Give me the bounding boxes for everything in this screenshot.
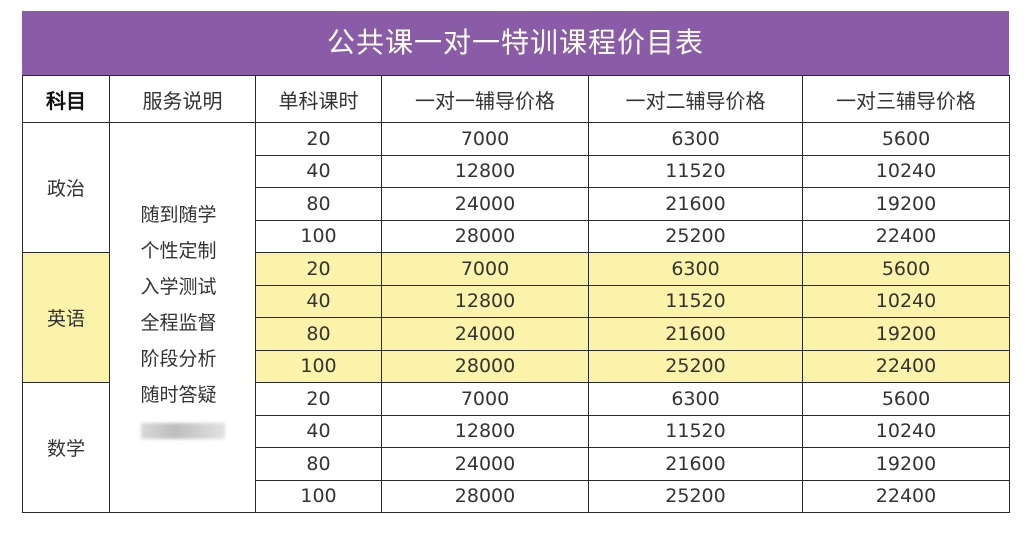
price-1v1-cell: 28000 xyxy=(381,479,589,513)
hours-cell: 40 xyxy=(255,414,382,448)
price-1v3-cell: 5600 xyxy=(802,252,1010,286)
hours-cell: 40 xyxy=(255,284,382,318)
hours-cell: 100 xyxy=(255,219,382,253)
table-title: 公共课一对一特训课程价目表 xyxy=(22,11,1009,75)
price-1v1-cell: 7000 xyxy=(381,122,589,156)
price-1v1-cell: 12800 xyxy=(381,154,589,188)
price-1v3-cell: 10240 xyxy=(802,154,1010,188)
price-1v3-cell: 19200 xyxy=(802,317,1010,351)
price-1v3-cell: 10240 xyxy=(802,284,1010,318)
price-1v2-cell: 21600 xyxy=(588,187,803,221)
hours-cell: 80 xyxy=(255,187,382,221)
price-1v2-cell: 25200 xyxy=(588,479,803,513)
price-1v1-cell: 28000 xyxy=(381,349,589,383)
price-1v2-cell: 25200 xyxy=(588,219,803,253)
table-row-highlighted: 100 28000 25200 22400 xyxy=(23,349,1010,383)
price-1v3-cell: 19200 xyxy=(802,447,1010,481)
price-table: 科目 服务说明 单科课时 一对一辅导价格 一对二辅导价格 一对三辅导价格 政治 … xyxy=(22,75,1010,513)
header-service: 服务说明 xyxy=(109,75,256,123)
price-1v1-cell: 12800 xyxy=(381,284,589,318)
price-1v2-cell: 11520 xyxy=(588,414,803,448)
table-row: 40 12800 11520 10240 xyxy=(23,414,1010,448)
hours-cell: 20 xyxy=(255,122,382,156)
price-1v2-cell: 25200 xyxy=(588,349,803,383)
hours-cell: 80 xyxy=(255,447,382,481)
hours-cell: 20 xyxy=(255,382,382,416)
price-1v3-cell: 22400 xyxy=(802,349,1010,383)
table-row-highlighted: 40 12800 11520 10240 xyxy=(23,284,1010,318)
price-1v3-cell: 19200 xyxy=(802,187,1010,221)
price-1v2-cell: 21600 xyxy=(588,447,803,481)
header-hours: 单科课时 xyxy=(255,75,382,123)
hours-cell: 100 xyxy=(255,479,382,513)
service-description-cell: 随到随学 个性定制 入学测试 全程监督 阶段分析 随时答疑 xyxy=(109,122,256,513)
service-item: 入学测试 xyxy=(140,275,217,298)
price-1v1-cell: 7000 xyxy=(381,382,589,416)
table-row: 100 28000 25200 22400 xyxy=(23,479,1010,513)
price-1v2-cell: 11520 xyxy=(588,154,803,188)
table-row-highlighted: 80 24000 21600 19200 xyxy=(23,317,1010,351)
table-row: 政治 随到随学 个性定制 入学测试 全程监督 阶段分析 随时答疑 20 7000… xyxy=(22,122,1010,513)
service-item: 全程监督 xyxy=(140,311,217,334)
table-row: 40 12800 11520 10240 xyxy=(23,154,1010,188)
service-item: 阶段分析 xyxy=(140,347,217,370)
table-row: 80 24000 21600 19200 xyxy=(23,187,1010,221)
service-list: 随到随学 个性定制 入学测试 全程监督 阶段分析 随时答疑 xyxy=(140,197,225,439)
price-1v3-cell: 5600 xyxy=(802,122,1010,156)
price-1v2-cell: 6300 xyxy=(588,122,803,156)
blurred-contact-redaction xyxy=(140,422,225,439)
service-item: 个性定制 xyxy=(140,239,217,262)
price-1v2-cell: 21600 xyxy=(588,317,803,351)
hours-cell: 100 xyxy=(255,349,382,383)
header-row: 科目 服务说明 单科课时 一对一辅导价格 一对二辅导价格 一对三辅导价格 xyxy=(22,75,1010,123)
price-1v1-cell: 28000 xyxy=(381,219,589,253)
subject-cell-politics: 政治 xyxy=(22,122,110,253)
price-1v3-cell: 22400 xyxy=(802,479,1010,513)
price-1v1-cell: 7000 xyxy=(381,252,589,286)
subject-cell-english: 英语 xyxy=(22,252,110,383)
table-row-highlighted: 英语 20 7000 6300 5600 xyxy=(22,252,1010,383)
price-1v1-cell: 24000 xyxy=(381,187,589,221)
price-1v2-cell: 6300 xyxy=(588,252,803,286)
table-row: 100 28000 25200 22400 xyxy=(23,219,1010,253)
price-1v1-cell: 24000 xyxy=(381,317,589,351)
table-row: 数学 20 7000 6300 5600 xyxy=(22,382,1010,513)
price-1v3-cell: 22400 xyxy=(802,219,1010,253)
price-1v1-cell: 24000 xyxy=(381,447,589,481)
price-1v2-cell: 11520 xyxy=(588,284,803,318)
header-one-on-three: 一对三辅导价格 xyxy=(802,75,1010,123)
hours-cell: 40 xyxy=(255,154,382,188)
header-one-on-one: 一对一辅导价格 xyxy=(381,75,589,123)
hours-cell: 20 xyxy=(255,252,382,286)
service-item: 随时答疑 xyxy=(140,383,217,406)
header-one-on-two: 一对二辅导价格 xyxy=(588,75,803,123)
price-table-container: 公共课一对一特训课程价目表 科目 服务说明 单科课时 一对一辅导价格 一对二辅导… xyxy=(22,11,1010,513)
price-1v2-cell: 6300 xyxy=(588,382,803,416)
header-subject: 科目 xyxy=(22,75,110,123)
subject-cell-math: 数学 xyxy=(22,382,110,513)
service-item: 随到随学 xyxy=(140,203,217,226)
price-1v1-cell: 12800 xyxy=(381,414,589,448)
price-1v3-cell: 10240 xyxy=(802,414,1010,448)
hours-cell: 80 xyxy=(255,317,382,351)
price-1v3-cell: 5600 xyxy=(802,382,1010,416)
